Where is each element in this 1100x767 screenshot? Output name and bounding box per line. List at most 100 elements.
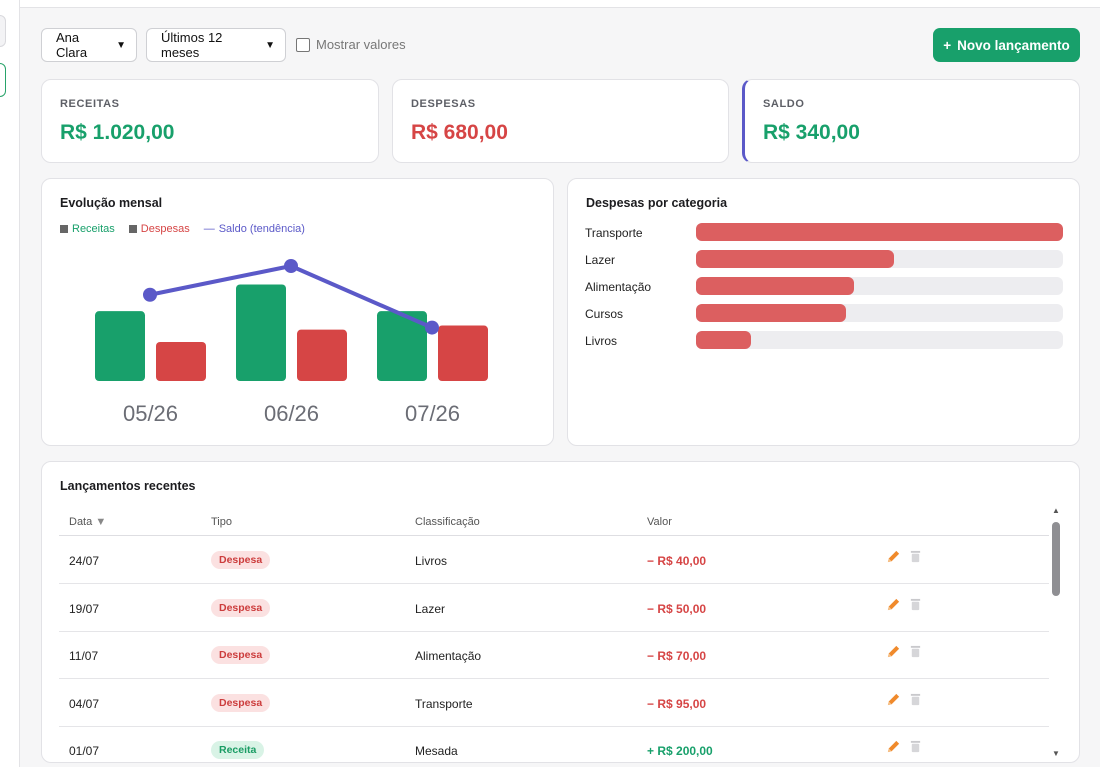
cell-classification: Livros	[415, 554, 448, 568]
filter-toolbar: Ana Clara ▼ Últimos 12 meses ▼ Mostrar v…	[41, 28, 1080, 62]
bar-receitas	[236, 284, 286, 381]
legend-swatch	[60, 225, 68, 233]
kpi-label: SALDO	[763, 98, 805, 110]
table-row[interactable]: 24/07 Despesa Livros − R$ 40,00	[59, 537, 1049, 584]
period-select-value: Últimos 12 meses	[161, 30, 223, 60]
monthly-chart-card: Evolução mensal Receitas Despesas — Saldo…	[41, 178, 554, 446]
bar-despesas	[438, 325, 488, 381]
table-row[interactable]: 11/07 Despesa Alimentação − R$ 70,00	[59, 632, 1049, 679]
legend-item-despesas: Despesas	[128, 223, 190, 235]
category-bar	[696, 304, 847, 322]
delete-trash-icon[interactable]	[909, 693, 922, 709]
bar-receitas	[95, 311, 145, 381]
delete-trash-icon[interactable]	[909, 740, 922, 756]
point-saldo	[284, 259, 298, 273]
recent-entries-card: Lançamentos recentes Data ▼ Tipo Classif…	[41, 461, 1080, 763]
cell-value: + R$ 200,00	[647, 744, 713, 758]
category-row: Lazer	[585, 250, 1063, 270]
plus-icon: +	[943, 37, 952, 53]
cell-value: − R$ 70,00	[647, 649, 707, 663]
legend-label: Saldo (tendência)	[218, 223, 305, 235]
category-track	[696, 304, 1063, 322]
category-track	[696, 277, 1063, 295]
user-select[interactable]: Ana Clara ▼	[41, 28, 137, 62]
category-bar	[696, 331, 752, 349]
show-values-toggle[interactable]: Mostrar valores	[296, 37, 406, 52]
bar-despesas	[156, 341, 206, 381]
cell-date: 01/07	[69, 744, 100, 758]
column-label: Data	[69, 516, 93, 528]
category-row: Livros	[585, 331, 1063, 351]
chevron-down-icon: ▼	[265, 39, 275, 51]
legend-item-receitas: Receitas	[60, 223, 115, 235]
delete-trash-icon[interactable]	[909, 550, 922, 566]
category-track	[696, 223, 1063, 241]
table-scrollbar[interactable]: ▲ ▼	[1049, 506, 1063, 758]
show-values-checkbox[interactable]	[296, 37, 310, 52]
kpi-label: DESPESAS	[411, 98, 476, 110]
edit-pencil-icon[interactable]	[886, 739, 901, 757]
type-badge: Despesa	[211, 551, 271, 569]
kpi-label: RECEITAS	[60, 98, 120, 110]
category-label: Livros	[585, 334, 618, 348]
table-row[interactable]: 04/07 Despesa Transporte − R$ 95,00	[59, 680, 1049, 727]
kpi-card-receitas: RECEITAS R$ 1.020,00	[41, 79, 379, 163]
delete-trash-icon[interactable]	[909, 598, 922, 614]
scroll-up-icon[interactable]: ▲	[1052, 506, 1060, 515]
category-bar	[696, 223, 1063, 241]
column-header-valor: Valor	[647, 516, 672, 528]
type-badge: Despesa	[211, 646, 271, 664]
cell-classification: Transporte	[415, 696, 473, 711]
category-label: Alimentação	[585, 280, 652, 294]
edit-pencil-icon[interactable]	[886, 549, 901, 567]
x-tick-label: 07/26	[405, 401, 460, 426]
scroll-thumb[interactable]	[1052, 522, 1060, 596]
category-row: Transporte	[585, 223, 1063, 243]
column-header-tipo: Tipo	[211, 516, 232, 528]
edit-pencil-icon[interactable]	[886, 597, 901, 615]
edit-pencil-icon[interactable]	[886, 644, 901, 662]
legend-swatch	[128, 225, 137, 233]
table-row[interactable]: 19/07 Despesa Lazer − R$ 50,00	[59, 585, 1049, 632]
bar-receitas	[377, 311, 427, 381]
point-saldo	[425, 320, 439, 335]
legend-line-icon: —	[203, 223, 215, 235]
type-badge: Despesa	[211, 693, 271, 712]
period-select[interactable]: Últimos 12 meses ▼	[146, 28, 286, 62]
scroll-down-icon[interactable]: ▼	[1052, 749, 1060, 758]
user-select-value: Ana Clara	[56, 30, 88, 60]
chart-legend: Receitas Despesas — Saldo (tendência)	[60, 223, 305, 235]
sidebar-item-active[interactable]	[0, 63, 6, 97]
cell-classification: Alimentação	[415, 649, 482, 663]
table-row[interactable]: 01/07 Receita Mesada + R$ 200,00	[59, 727, 1049, 762]
new-entry-button[interactable]: + Novo lançamento	[933, 28, 1080, 62]
category-label: Cursos	[585, 307, 624, 321]
category-row: Alimentação	[585, 277, 1063, 297]
sidebar-item[interactable]	[0, 15, 6, 47]
cell-date: 24/07	[69, 554, 100, 568]
table-header: Data ▼ Tipo Classificação Valor	[59, 512, 1049, 536]
edit-pencil-icon[interactable]	[886, 692, 901, 710]
monthly-chart-title: Evolução mensal	[60, 196, 163, 210]
bar-despesas	[297, 329, 347, 381]
category-chart-title: Despesas por categoria	[586, 196, 728, 210]
point-saldo	[143, 287, 157, 302]
cell-value: − R$ 40,00	[647, 554, 707, 568]
category-track	[696, 331, 1063, 349]
x-tick-label: 06/26	[264, 401, 319, 426]
category-bar	[696, 250, 895, 268]
cell-date: 11/07	[69, 649, 99, 663]
column-header-data[interactable]: Data ▼	[69, 516, 106, 528]
sidebar-edge	[0, 0, 20, 767]
type-badge: Receita	[211, 741, 265, 759]
delete-trash-icon[interactable]	[909, 645, 922, 661]
cell-classification: Mesada	[415, 744, 458, 758]
category-bar	[696, 277, 854, 295]
show-values-label: Mostrar valores	[316, 37, 406, 52]
type-badge: Despesa	[211, 598, 271, 617]
kpi-card-saldo: SALDO R$ 340,00	[742, 79, 1080, 163]
cell-classification: Lazer	[415, 601, 446, 616]
category-row: Cursos	[585, 304, 1063, 324]
sort-desc-icon: ▼	[95, 516, 107, 528]
kpi-card-despesas: DESPESAS R$ 680,00	[392, 79, 729, 163]
